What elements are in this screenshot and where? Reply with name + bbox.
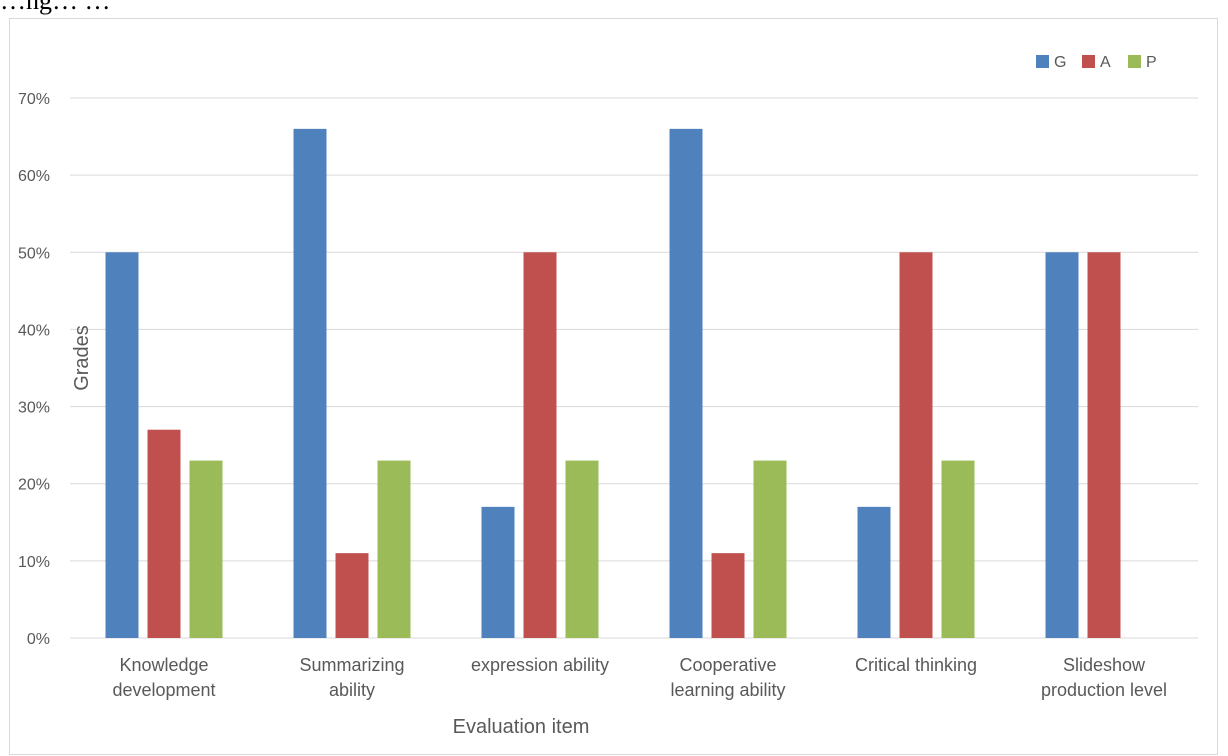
y-tick-label: 20% [18,477,50,494]
legend-swatch-p [1128,55,1141,68]
bar-g [481,506,515,638]
legend-label-a: A [1100,54,1111,71]
x-axis-categories: Knowledge development Summarizing ability ex… [112,655,1167,700]
y-tick-label: 10% [18,554,50,571]
y-tick-label: 40% [18,322,50,339]
x-category-label: Knowledge development [112,655,215,700]
bar-p [565,460,599,638]
legend-swatch-a [1082,55,1095,68]
x-category-label: Summarizing ability [299,655,404,700]
y-axis-ticks: 0% 10% 20% 30% 40% 50% 60% 70% [18,91,50,648]
y-tick-label: 30% [18,400,50,417]
bar-g [1045,252,1079,639]
x-category-label: Cooperative learning ability [670,655,785,700]
y-tick-label: 50% [18,245,50,262]
x-category-label: Critical thinking [855,655,977,675]
y-axis-title: Grades [71,325,93,391]
bar-a [1087,252,1121,639]
legend-label-g: G [1054,54,1066,71]
bar-p [377,460,411,638]
bar-a [711,553,745,638]
bar-a [899,252,933,639]
x-category-label: Slideshow production level [1041,655,1167,700]
bar-g [669,128,703,638]
bar-a [335,553,369,638]
bar-g [857,506,891,638]
bar-p [189,460,223,638]
bar-p [753,460,787,638]
bars [105,128,1121,639]
legend-swatch-g [1036,55,1049,68]
legend-label-p: P [1146,54,1157,71]
x-category-label: expression ability [471,655,609,675]
top-caption-fragment: …ng… … [0,0,111,15]
bar-g [293,128,327,638]
y-tick-label: 70% [18,91,50,108]
y-tick-label: 60% [18,168,50,185]
bar-a [523,252,557,639]
bar-a [147,429,181,638]
bar-p [941,460,975,638]
bar-g [105,252,139,639]
y-tick-label: 0% [27,631,50,648]
x-axis-title: Evaluation item [453,716,590,738]
gridlines [70,97,1198,639]
